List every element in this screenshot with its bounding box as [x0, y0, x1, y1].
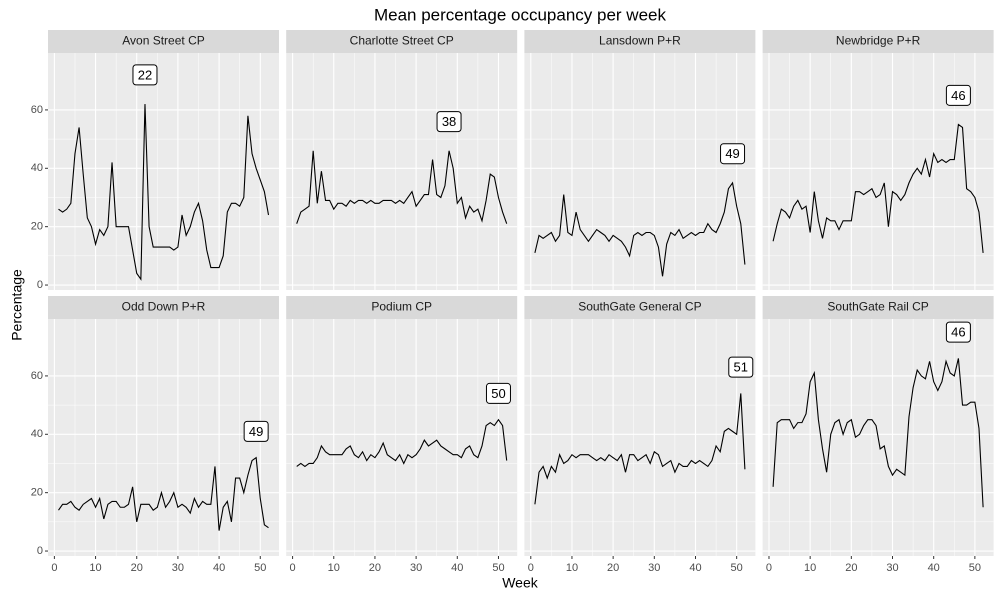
x-tick-label: 0 [528, 562, 534, 574]
line [58, 104, 270, 281]
annotation-label: 22 [138, 67, 152, 82]
x-tick-label: 50 [254, 562, 266, 574]
annotation-label: 38 [442, 114, 456, 129]
annotation-label: 46 [951, 325, 965, 340]
y-tick-label: 60 [31, 104, 43, 116]
y-tick-label: 20 [31, 487, 43, 499]
strip-title: SouthGate Rail CP [827, 300, 928, 314]
annotation-box [485, 382, 511, 404]
annotation-label: 51 [734, 360, 748, 375]
annotation-box [243, 420, 269, 442]
x-tick-label: 0 [766, 562, 772, 574]
annotation-label: 50 [491, 386, 505, 401]
panel-background [524, 319, 756, 556]
annotation-box [720, 143, 746, 165]
line [772, 123, 984, 253]
strip [762, 30, 994, 53]
strip [48, 30, 279, 53]
strip-title: Avon Street CP [122, 34, 205, 48]
y-axis-title: Percentage [9, 269, 25, 341]
annotation-box [945, 321, 971, 343]
x-tick-label: 40 [451, 562, 463, 574]
strip-title: Odd Down P+R [122, 300, 206, 314]
x-tick-label: 10 [328, 562, 340, 574]
strip-title: SouthGate General CP [578, 300, 701, 314]
panel-background [524, 53, 756, 290]
x-tick-label: 40 [928, 562, 940, 574]
y-tick-label: 0 [37, 545, 43, 557]
strip [286, 296, 518, 319]
panel-background [48, 319, 279, 556]
x-tick-label: 10 [804, 562, 816, 574]
y-tick-label: 20 [31, 221, 43, 233]
strip [524, 296, 756, 319]
annotation-box [132, 64, 158, 86]
strip [762, 296, 994, 319]
x-tick-label: 10 [89, 562, 101, 574]
strip-title: Podium CP [371, 300, 432, 314]
annotation-label: 49 [249, 424, 263, 439]
line [534, 181, 746, 277]
y-tick-label: 60 [31, 370, 43, 382]
y-tick-label: 0 [37, 279, 43, 291]
strip [286, 30, 518, 53]
x-tick-label: 50 [731, 562, 743, 574]
x-tick-label: 20 [845, 562, 857, 574]
line [772, 358, 984, 508]
panel: Podium CP 0 10 20 30 40 50 50 [286, 296, 518, 574]
panel: SouthGate Rail CP 0 10 20 30 40 50 46 [762, 296, 994, 574]
panel-background [286, 319, 518, 556]
strip-title: Newbridge P+R [836, 34, 921, 48]
annotation-label: 46 [951, 88, 965, 103]
strip [48, 296, 279, 319]
y-tick-label: 40 [31, 428, 43, 440]
x-tick-label: 0 [51, 562, 57, 574]
panel: SouthGate General CP 0 10 20 30 40 50 51 [524, 296, 756, 574]
line [534, 393, 746, 505]
x-tick-label: 40 [689, 562, 701, 574]
x-tick-label: 20 [369, 562, 381, 574]
strip-title: Charlotte Street CP [350, 34, 454, 48]
y-tick-label: 40 [31, 162, 43, 174]
panel: Charlotte Street CP 38 [286, 30, 518, 290]
x-tick-label: 10 [566, 562, 578, 574]
x-tick-label: 30 [648, 562, 660, 574]
x-tick-label: 20 [131, 562, 143, 574]
x-tick-label: 20 [607, 562, 619, 574]
x-tick-label: 0 [290, 562, 296, 574]
annotation-box [945, 84, 971, 106]
panel-background [48, 53, 279, 290]
x-tick-label: 30 [172, 562, 184, 574]
x-tick-label: 50 [492, 562, 504, 574]
annotation-box [728, 356, 754, 378]
line [58, 456, 269, 531]
line [296, 418, 508, 468]
annotation-label: 49 [725, 146, 739, 161]
panel-background [286, 53, 518, 290]
panel: Newbridge P+R 46 [762, 30, 994, 290]
panel: Avon Street CP 0 20 40 60 22 [31, 30, 279, 291]
strip-title: Lansdown P+R [599, 34, 681, 48]
line [296, 150, 508, 224]
x-tick-label: 30 [886, 562, 898, 574]
x-tick-label: 30 [410, 562, 422, 574]
chart-title: Mean percentage occupancy per week [374, 5, 667, 24]
panel: Odd Down P+R 0 10 20 30 40 50 0 20 40 60 49 [31, 296, 279, 574]
strip [524, 30, 756, 53]
x-tick-label: 50 [969, 562, 981, 574]
annotation-box [436, 111, 462, 133]
x-axis-title: Week [502, 575, 539, 591]
x-tick-label: 40 [213, 562, 225, 574]
panel: Lansdown P+R 49 [524, 30, 756, 290]
